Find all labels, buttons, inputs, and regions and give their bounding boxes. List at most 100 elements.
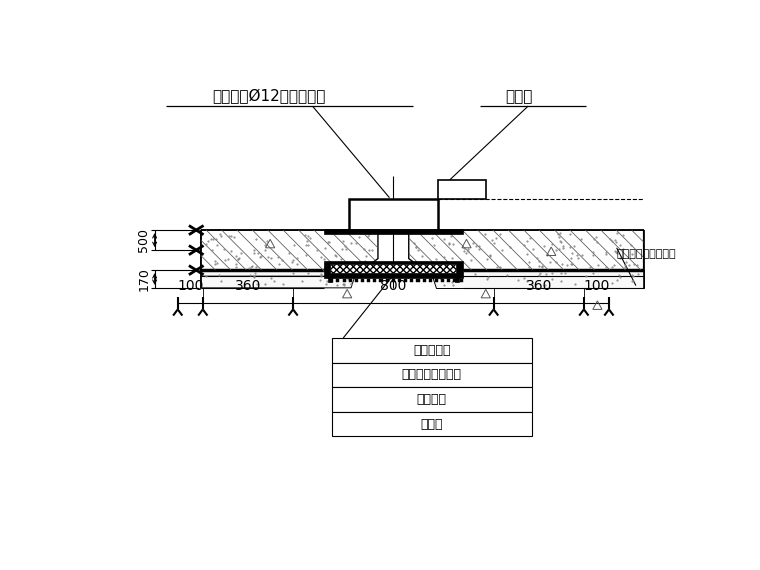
Point [359, 252, 372, 261]
Point [536, 263, 548, 272]
Point [614, 273, 626, 282]
Point [603, 235, 616, 244]
Point [250, 262, 262, 271]
Point [480, 254, 492, 263]
Point [587, 235, 600, 244]
Bar [332, 412, 532, 437]
Text: 外贴式橡胶止水带: 外贴式橡胶止水带 [402, 368, 462, 381]
Point [614, 241, 626, 250]
Text: 360: 360 [235, 279, 261, 293]
Bar [385, 279, 388, 283]
Bar [343, 279, 346, 283]
Point [262, 253, 274, 262]
Point [363, 230, 375, 239]
Point [225, 232, 237, 241]
Point [619, 261, 632, 270]
Bar [373, 279, 376, 283]
Point [302, 231, 315, 240]
Point [227, 233, 239, 242]
Bar [438, 180, 486, 200]
Point [555, 237, 567, 246]
Point [584, 262, 596, 271]
Point [259, 241, 271, 250]
Point [358, 245, 370, 254]
Point [211, 258, 223, 267]
Point [331, 280, 343, 290]
Point [337, 280, 349, 289]
Bar [367, 279, 370, 283]
Point [481, 275, 493, 284]
Point [336, 244, 348, 253]
Point [296, 276, 308, 285]
Point [249, 268, 261, 278]
Point [345, 260, 357, 269]
Point [619, 262, 632, 271]
Point [345, 280, 357, 289]
Point [526, 279, 538, 288]
Point [610, 246, 622, 255]
Point [299, 230, 311, 239]
Point [443, 239, 455, 248]
Point [469, 269, 481, 278]
Point [592, 260, 604, 270]
Point [412, 246, 424, 255]
Bar [416, 279, 420, 283]
Point [531, 253, 543, 262]
Point [428, 241, 440, 250]
Point [544, 257, 556, 266]
Point [359, 256, 372, 266]
Bar [332, 338, 532, 363]
Point [556, 241, 568, 250]
Point [329, 250, 341, 259]
Point [350, 238, 363, 247]
Point [429, 254, 442, 263]
Point [606, 236, 618, 245]
Point [432, 259, 445, 268]
Point [625, 277, 638, 286]
Point [553, 233, 565, 242]
Point [431, 273, 443, 282]
Polygon shape [432, 276, 644, 288]
Point [321, 276, 333, 285]
Point [315, 270, 327, 279]
Point [484, 250, 496, 259]
Point [363, 231, 375, 241]
Bar [349, 200, 438, 230]
Point [566, 259, 578, 268]
Point [559, 268, 572, 277]
Point [339, 242, 351, 251]
Point [342, 275, 354, 284]
Point [248, 249, 260, 258]
Point [626, 250, 638, 259]
Point [428, 262, 440, 271]
Point [255, 252, 267, 261]
Point [606, 279, 618, 288]
Point [300, 250, 312, 259]
Bar [379, 279, 382, 283]
Point [272, 252, 284, 261]
Point [627, 276, 639, 285]
Point [334, 255, 347, 264]
Bar [398, 279, 401, 283]
Point [210, 256, 222, 266]
Point [564, 230, 576, 239]
Point [202, 236, 214, 245]
Point [208, 259, 220, 268]
Bar [410, 279, 413, 283]
Point [620, 258, 632, 267]
Point [556, 259, 568, 268]
Point [446, 253, 458, 262]
Point [246, 262, 258, 271]
Bar [355, 279, 358, 283]
Point [623, 260, 635, 270]
Point [571, 250, 583, 259]
Text: 防水卷材: 防水卷材 [416, 393, 447, 406]
Point [233, 255, 245, 264]
Point [290, 254, 302, 263]
Point [322, 238, 334, 247]
Point [600, 250, 612, 259]
Point [465, 255, 477, 264]
Text: 铅丝网: 铅丝网 [505, 89, 532, 104]
Point [576, 251, 588, 260]
Point [261, 237, 273, 246]
